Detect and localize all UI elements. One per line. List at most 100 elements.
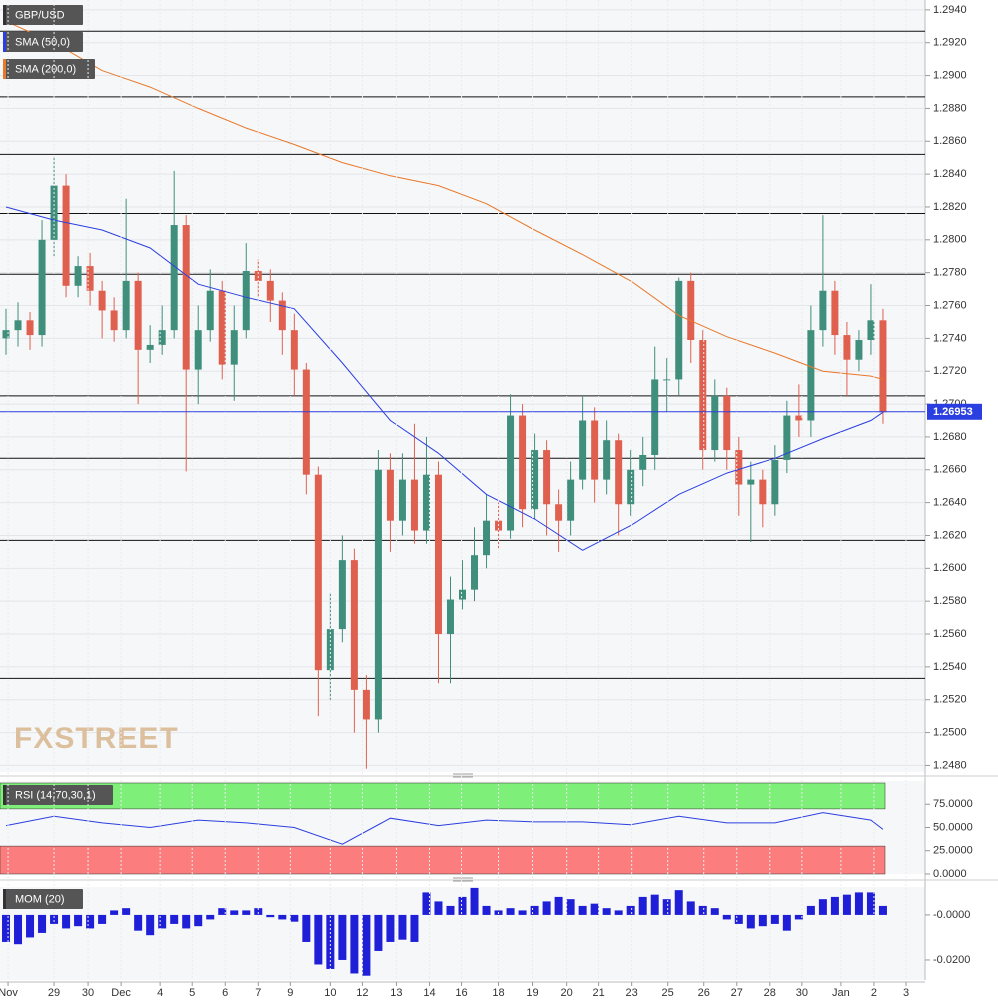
- x-tick-label: 5: [189, 987, 195, 999]
- momentum-bar: [146, 914, 155, 936]
- candle-body: [591, 420, 599, 480]
- momentum-bar: [698, 905, 707, 915]
- candle-body: [266, 280, 274, 301]
- momentum-bar: [770, 914, 779, 924]
- momentum-bar: [398, 914, 407, 940]
- x-tick-label: 27: [731, 987, 743, 999]
- momentum-bar: [746, 914, 755, 929]
- legend-label: SMA (50,0): [15, 36, 70, 48]
- candle-body: [134, 280, 142, 350]
- momentum-bar: [338, 914, 347, 960]
- x-tick-label: 9: [287, 987, 293, 999]
- legend-label: GBP/USD: [15, 9, 65, 21]
- momentum-bar: [422, 892, 431, 915]
- legend-box: [3, 889, 83, 909]
- candle-body: [711, 395, 719, 451]
- legend-label: SMA (200,0): [15, 63, 76, 75]
- candle-body: [230, 330, 238, 365]
- candle-body: [278, 300, 286, 331]
- candle-body: [254, 271, 262, 281]
- momentum-bar: [2, 914, 11, 942]
- candle-body: [531, 450, 539, 510]
- legend-swatch: [3, 59, 6, 79]
- momentum-bar: [878, 905, 887, 915]
- candle-body: [651, 379, 659, 455]
- candle-body: [110, 310, 118, 331]
- x-tick-label: 3: [903, 987, 909, 999]
- candle-body: [374, 469, 382, 720]
- indicator-line: [5, 20, 884, 380]
- candle-body: [879, 320, 887, 413]
- candle-body: [843, 335, 851, 360]
- momentum-bar: [98, 914, 107, 924]
- y-tick-label: 1.2580: [933, 595, 967, 607]
- x-tick-label: Dec: [111, 987, 131, 999]
- momentum-bar: [170, 914, 179, 924]
- legend-label: RSI (14,70,30,1): [15, 789, 96, 801]
- candle-body: [615, 440, 623, 505]
- legend-box: [3, 32, 83, 52]
- y-tick-label: 1.2560: [933, 628, 967, 640]
- momentum-bar: [242, 910, 251, 915]
- momentum-bar: [350, 914, 359, 974]
- candle-body: [543, 450, 551, 505]
- momentum-bar: [854, 892, 863, 915]
- momentum-bar: [614, 910, 623, 915]
- candle-body: [819, 290, 827, 331]
- candle-body: [555, 504, 563, 521]
- momentum-bar: [290, 914, 299, 922]
- momentum-bar: [122, 908, 131, 915]
- oversold-band: [0, 845, 886, 875]
- momentum-bar: [14, 914, 23, 945]
- candle-body: [218, 290, 226, 365]
- momentum-bar: [110, 910, 119, 915]
- watermark: FXSTREET: [14, 722, 179, 755]
- candle-body: [350, 560, 358, 690]
- momentum-bar: [626, 905, 635, 915]
- candle-body: [386, 469, 394, 521]
- y-tick-label: 1.2620: [933, 529, 967, 541]
- x-tick-label: 21: [592, 987, 604, 999]
- last-price-box: [927, 403, 982, 420]
- candle-body: [855, 340, 863, 360]
- momentum-bar: [470, 887, 479, 915]
- candle-body: [290, 330, 298, 370]
- x-tick-label: Nov: [0, 987, 18, 999]
- momentum-bar: [86, 914, 95, 929]
- y-tick-label: -0.0000: [933, 909, 970, 921]
- y-tick-label: 1.2940: [933, 4, 967, 16]
- overbought-band: [0, 782, 886, 810]
- momentum-bar: [866, 892, 875, 915]
- momentum-bar: [734, 914, 743, 924]
- momentum-bar: [446, 905, 455, 915]
- legend-swatch: [3, 32, 6, 52]
- candle-body: [314, 474, 322, 671]
- legend-box: [3, 5, 83, 25]
- x-tick-label: 26: [698, 987, 710, 999]
- y-tick-label: 1.2660: [933, 464, 967, 476]
- candle-body: [687, 280, 695, 341]
- candle-body: [398, 479, 406, 521]
- momentum-bar: [182, 914, 191, 929]
- momentum-bar: [50, 914, 59, 924]
- candle-body: [14, 320, 22, 331]
- y-tick-label: 1.2920: [933, 37, 967, 49]
- momentum-bar: [818, 899, 827, 915]
- candle-body: [747, 479, 755, 485]
- y-tick-label: 1.2880: [933, 102, 967, 114]
- candle-body: [422, 474, 430, 531]
- momentum-bar: [578, 905, 587, 915]
- candle-body: [338, 560, 346, 630]
- candle-body: [507, 415, 515, 531]
- x-tick-label: 12: [356, 987, 368, 999]
- momentum-bar: [542, 901, 551, 915]
- candle-body: [675, 280, 683, 380]
- momentum-bar: [26, 914, 35, 938]
- y-tick-label: 1.2540: [933, 661, 967, 673]
- splitter[interactable]: [453, 773, 473, 778]
- momentum-bar: [758, 914, 767, 927]
- splitter[interactable]: [453, 877, 473, 882]
- momentum-bar: [410, 914, 419, 942]
- x-tick-label: 14: [423, 987, 435, 999]
